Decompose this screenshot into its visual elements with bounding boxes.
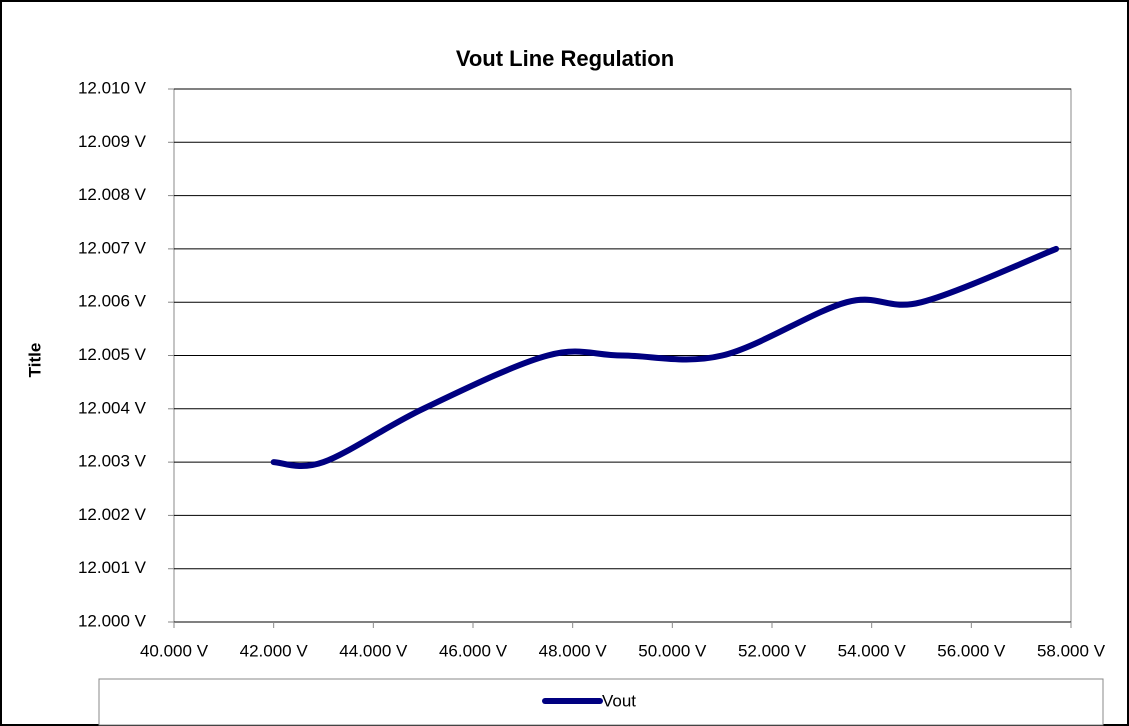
x-tick-label: 56.000 V [937, 641, 1006, 660]
y-tick-label: 12.001 V [78, 558, 147, 577]
x-tick-label: 44.000 V [339, 641, 408, 660]
y-tick-label: 12.004 V [78, 398, 147, 417]
y-tick-label: 12.000 V [78, 611, 147, 630]
x-tick-label: 58.000 V [1037, 641, 1106, 660]
y-tick-label: 12.009 V [78, 132, 147, 151]
chart-title: Vout Line Regulation [456, 46, 674, 71]
x-tick-label: 40.000 V [140, 641, 209, 660]
x-tick-label: 52.000 V [738, 641, 807, 660]
y-tick-label: 12.002 V [78, 505, 147, 524]
x-tick-label: 54.000 V [838, 641, 907, 660]
y-tick-label: 12.007 V [78, 238, 147, 257]
legend-label: Vout [602, 691, 636, 710]
y-tick-label: 12.008 V [78, 185, 147, 204]
y-tick-label: 12.010 V [78, 78, 147, 97]
x-tick-label: 42.000 V [240, 641, 309, 660]
line-series [270, 245, 1060, 470]
x-tick-label: 46.000 V [439, 641, 508, 660]
y-tick-label: 12.005 V [78, 345, 147, 364]
y-tick-label: 12.006 V [78, 292, 147, 311]
y-axis-title: Title [25, 343, 44, 378]
x-tick-label: 50.000 V [638, 641, 707, 660]
x-tick-label: 48.000 V [539, 641, 608, 660]
y-tick-label: 12.003 V [78, 452, 147, 471]
